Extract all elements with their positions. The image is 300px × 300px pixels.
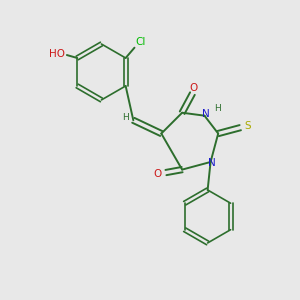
Text: N: N	[202, 109, 210, 119]
Text: H: H	[214, 104, 221, 113]
Text: Cl: Cl	[135, 38, 146, 47]
Text: O: O	[154, 169, 162, 179]
Text: H: H	[122, 113, 128, 122]
Text: O: O	[190, 83, 198, 93]
Text: N: N	[208, 158, 216, 169]
Text: HO: HO	[49, 49, 64, 58]
Text: S: S	[244, 121, 251, 131]
